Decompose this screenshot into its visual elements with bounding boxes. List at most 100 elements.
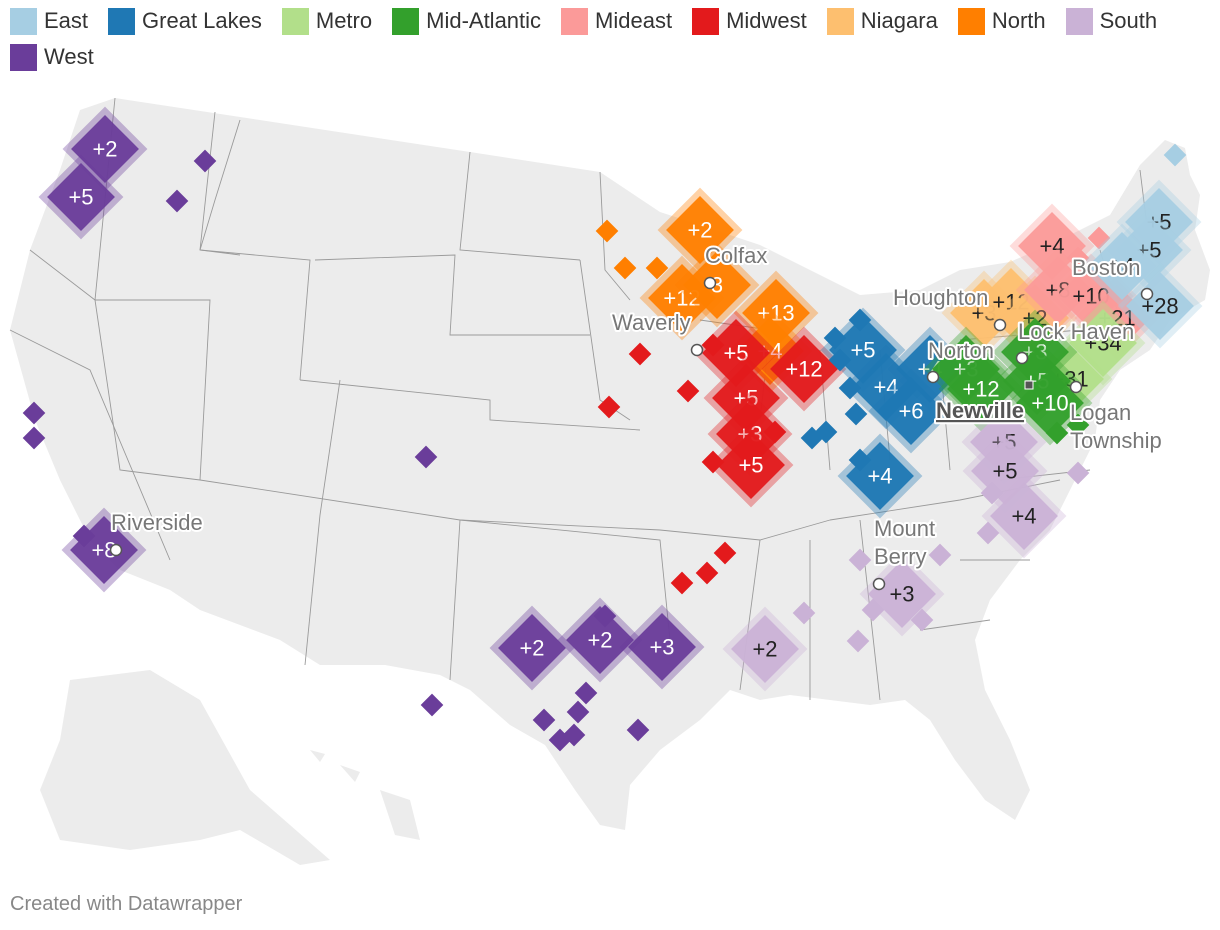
city-label: Lock Haven [1018, 319, 1134, 344]
contiguous-us-shape [10, 98, 1210, 830]
marker-north[interactable]: 3 [674, 242, 760, 328]
marker-west[interactable]: +2 [489, 605, 575, 691]
marker-south[interactable]: +3 [859, 551, 945, 637]
marker-label: +4 [1039, 234, 1064, 259]
city-label: Colfax [705, 243, 767, 268]
marker-label: +2 [519, 636, 544, 661]
city-dot [1015, 351, 1029, 365]
legend-swatch [392, 7, 420, 35]
legend-item-west: West [10, 43, 94, 71]
marker-label: +5 [738, 453, 763, 478]
city-logan-township: Logan Township [1068, 380, 1164, 455]
map-legend: East Great Lakes Metro Mid-Atlantic Mideast M… [10, 7, 1210, 71]
city-boston: Boston [1070, 253, 1154, 301]
city-mount-berry: Mount Berry [872, 514, 937, 591]
legend-swatch [281, 7, 309, 35]
legend-swatch [957, 7, 985, 35]
marker-label: +12 [785, 357, 822, 382]
legend-label: Mideast [595, 8, 673, 33]
city-dot [1140, 287, 1154, 301]
marker-south[interactable]: +2 [722, 606, 808, 692]
city-norton: Norton [926, 336, 996, 384]
city-label: Boston [1072, 255, 1141, 280]
legend-swatch [10, 43, 37, 71]
legend-label: North [991, 8, 1046, 33]
legend-item-mid-atlantic: Mid-Atlantic [392, 7, 542, 35]
marker-label: +12 [962, 377, 999, 402]
marker-north[interactable]: +2 [657, 187, 743, 273]
marker-label: +2 [687, 218, 712, 243]
marker-label: +5 [68, 185, 93, 210]
legend-swatch [826, 7, 854, 35]
city-dot [993, 318, 1007, 332]
city-label: Logan Township [1070, 400, 1162, 453]
legend-item-midwest: Midwest [692, 7, 807, 35]
city-dot [703, 276, 717, 290]
legend-item-south: South [1065, 7, 1158, 35]
marker-label: +4 [1011, 504, 1036, 529]
alaska-shape [40, 670, 330, 865]
hawaii-shape [310, 750, 420, 840]
marker-label: +3 [889, 582, 914, 607]
city-dot [872, 577, 886, 591]
legend-item-metro: Metro [281, 7, 373, 35]
city-label: Waverly [612, 310, 691, 335]
marker-west[interactable]: +2 [557, 597, 643, 683]
cities-layer: Colfax Waverly Houghton Boston Lock Haven Nor… [109, 241, 1164, 591]
legend-swatch [10, 7, 37, 35]
city-label: Houghton [893, 285, 988, 310]
city-label: Newville [936, 398, 1024, 423]
legend-swatch [692, 7, 720, 35]
city-colfax: Colfax [703, 241, 769, 290]
marker-west[interactable]: +3 [619, 604, 705, 690]
land-layer [10, 98, 1210, 865]
legend-label: East [44, 8, 89, 33]
marker-label: +13 [757, 301, 794, 326]
city-label: Mount Berry [874, 516, 935, 569]
legend-label: Metro [315, 8, 373, 33]
city-houghton: Houghton [891, 283, 1007, 332]
city-waverly: Waverly [610, 308, 704, 357]
marker-label: +4 [1109, 254, 1134, 279]
marker-label: +2 [92, 137, 117, 162]
legend-item-east: East [10, 7, 89, 35]
marker-midwest[interactable]: +12 [761, 326, 847, 412]
legend-label: Midwest [726, 8, 807, 33]
legend-label: Niagara [860, 8, 938, 33]
legend-label: South [1099, 8, 1158, 33]
marker-label: +2 [587, 628, 612, 653]
city-dot [926, 370, 940, 384]
legend-swatch [108, 7, 136, 35]
city-newville: Newville [934, 380, 1034, 425]
city-dot [1069, 380, 1083, 394]
marker-label: +4 [867, 464, 892, 489]
legend-item-niagara: Niagara [826, 7, 938, 35]
marker-label: +3 [649, 635, 674, 660]
marker-label: +5 [850, 338, 875, 363]
city-dot [109, 543, 123, 557]
marker-label: +6 [898, 399, 923, 424]
credit-text: Created with Datawrapper [10, 893, 243, 915]
legend-item-great-lakes: Great Lakes [108, 7, 262, 35]
legend-label: Mid-Atlantic [426, 8, 542, 33]
marker-label: +5 [723, 341, 748, 366]
city-lock-haven: Lock Haven [1015, 317, 1136, 365]
marker-midwest[interactable]: +5 [693, 310, 779, 396]
marker-label: +34 [1084, 331, 1121, 356]
legend-label: West [44, 44, 94, 69]
marker-label: +5 [992, 459, 1017, 484]
legend-item-mideast: Mideast [561, 7, 673, 35]
city-dot [690, 343, 704, 357]
marker-great-lakes[interactable]: +6 [868, 368, 954, 454]
legend-item-north: North [957, 7, 1046, 35]
city-riverside: Riverside [109, 508, 205, 557]
legend-swatch [561, 7, 589, 35]
marker-label: +2 [752, 637, 777, 662]
legend-swatch [1065, 7, 1093, 35]
legend-label: Great Lakes [142, 8, 262, 33]
marker-west[interactable] [420, 693, 444, 717]
city-label: Norton [928, 338, 994, 363]
city-label: Riverside [111, 510, 203, 535]
marker-midwest[interactable]: +5 [708, 422, 794, 508]
